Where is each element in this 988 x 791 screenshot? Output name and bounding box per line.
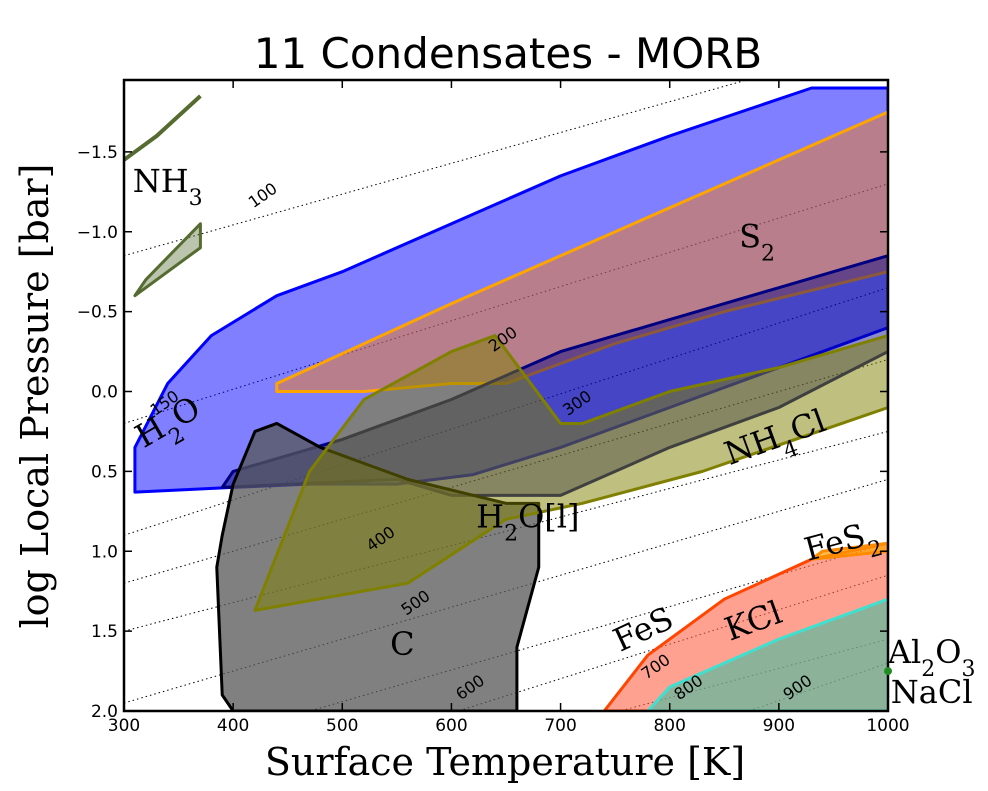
region-fes2: [810, 541, 888, 561]
x-tick-label: 800: [653, 716, 685, 736]
x-tick-label: 300: [108, 716, 140, 736]
al2o3-marker: [884, 667, 892, 676]
y-tick-label: −1.5: [77, 143, 118, 163]
y-tick-label: 2.0: [91, 702, 118, 722]
isotherm-100: [124, 80, 749, 257]
x-tick-label: 700: [544, 716, 576, 736]
nh3-boundary-line: [124, 94, 202, 162]
x-tick-label: 500: [326, 716, 358, 736]
y-tick-label: 0.0: [91, 383, 118, 403]
region-label-al2o3: Al2O3: [887, 633, 976, 682]
x-tick-label: 900: [763, 716, 795, 736]
y-tick-label: 0.5: [91, 462, 118, 482]
y-tick-label: −1.0: [77, 223, 118, 243]
region-nh4cl: [253, 334, 888, 612]
region-label-s2: S2: [739, 218, 775, 267]
y-tick-label: 1.5: [91, 622, 118, 642]
x-axis-label: Surface Temperature [K]: [265, 740, 745, 784]
chart-title: 11 Condensates - MORB: [254, 29, 763, 78]
region-label-nh3: NH3: [133, 162, 203, 211]
isotherm-label-100: 100: [245, 179, 281, 212]
y-tick-label: 1.0: [91, 542, 118, 562]
region-nh3: [133, 222, 202, 298]
region-label-c: C: [390, 625, 414, 663]
x-tick-label: 1000: [866, 716, 909, 736]
plot-frame: [122, 78, 890, 713]
x-tick-label: 400: [217, 716, 249, 736]
region-label-h2o-l-: H2O[l]: [476, 497, 579, 546]
region-kcl: [646, 597, 888, 711]
y-axis-label: log Local Pressure [bar]: [13, 164, 57, 629]
x-tick-label: 600: [435, 716, 467, 736]
y-tick-label: −0.5: [77, 303, 118, 323]
region-label-nacl: NaCl: [891, 673, 973, 711]
